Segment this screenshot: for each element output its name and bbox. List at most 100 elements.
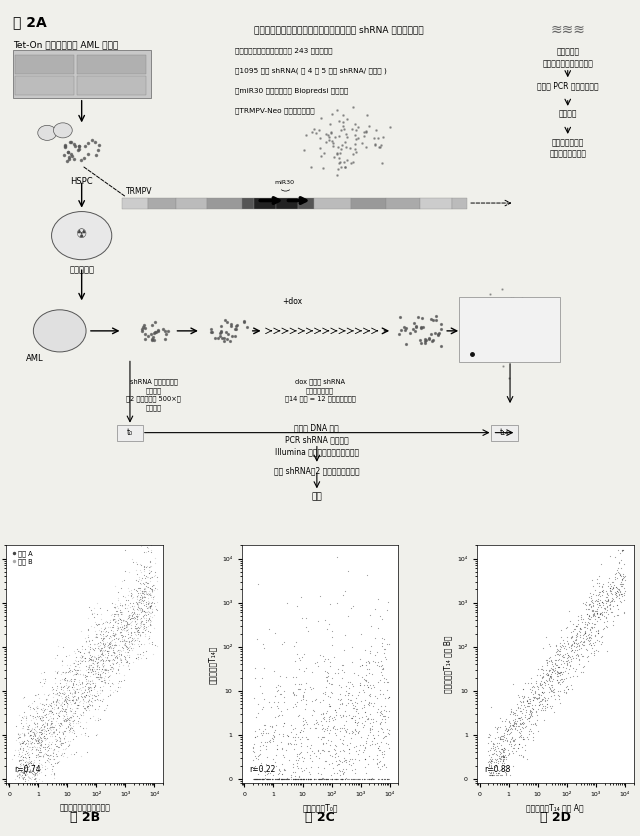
Point [136,616,146,630]
Point [97,632,108,645]
Point [86,691,97,705]
Point [353,725,364,738]
Point [117,640,127,654]
Point [536,695,547,708]
Point [307,682,317,696]
Point [26,772,36,786]
Point [335,721,346,734]
Point [359,701,369,714]
Point [65,696,75,709]
Point [518,682,528,696]
Point [21,737,31,750]
Point [288,772,298,785]
Point [73,691,83,705]
Point [265,720,275,733]
Point [54,706,64,720]
Text: ルシフェラーゼ: ルシフェラーゼ [33,84,55,89]
Point [92,686,102,700]
Point [38,710,48,723]
Point [375,754,385,767]
Point [554,640,564,653]
Point [259,641,269,655]
Point [333,701,344,715]
Point [352,772,362,785]
Point [593,586,604,599]
Point [36,723,47,737]
Point [35,743,45,757]
Point [80,726,90,739]
Point [108,626,118,640]
Point [346,731,356,744]
Point [596,589,607,602]
Point [357,772,367,785]
Point [11,719,21,732]
Point [611,589,621,602]
Point [296,737,306,750]
Point [107,639,117,652]
Point [504,707,515,721]
Point [104,654,114,667]
Point [338,710,348,723]
Point [514,737,524,751]
Point [510,721,520,735]
Point [147,638,157,651]
Point [279,772,289,785]
Point [358,772,369,785]
Point [147,595,157,609]
Point [503,743,513,757]
Point [110,628,120,641]
Point [289,687,299,701]
Point [370,631,380,645]
Point [577,637,588,650]
Point [552,670,562,683]
Point [279,772,289,785]
Point [379,671,389,685]
Point [64,725,74,738]
Point [569,637,579,650]
Point [280,772,290,785]
Point [17,772,28,785]
Point [534,688,544,701]
Point [485,744,495,757]
Point [86,665,97,678]
Point [572,613,582,626]
Point [54,696,64,710]
Point [29,767,39,781]
Point [36,757,47,770]
Point [63,721,73,734]
Point [249,737,259,751]
Point [299,772,309,785]
Point [275,687,285,701]
Point [346,711,356,724]
Point [602,590,612,604]
Point [523,732,533,746]
Point [145,609,156,623]
Point [603,593,613,606]
Point [340,704,351,717]
Point [314,751,324,764]
Point [584,598,595,611]
Point [98,624,108,637]
Point [584,631,594,645]
Point [118,643,128,656]
Point [88,660,99,674]
Point [299,664,309,677]
Point [543,681,554,694]
Point [323,772,333,785]
Point [51,695,61,708]
Point [604,601,614,614]
Point [86,675,97,688]
Point [602,594,612,608]
Point [553,676,563,690]
Point [361,669,371,682]
Point [31,726,42,740]
Point [22,737,33,750]
Point [552,665,563,679]
Point [522,730,532,743]
Point [294,677,304,691]
Point [568,661,578,675]
Point [561,686,572,700]
Point [379,710,389,723]
Point [253,772,263,785]
Point [84,686,94,699]
